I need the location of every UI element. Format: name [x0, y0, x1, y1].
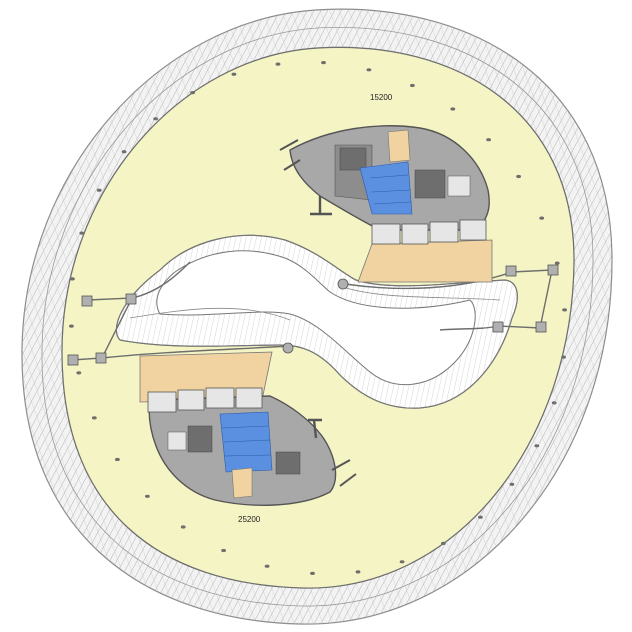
column-marker	[509, 482, 515, 486]
column-marker	[91, 416, 97, 420]
column-marker	[441, 541, 446, 546]
column-marker	[539, 216, 545, 220]
column-marker	[321, 61, 326, 65]
column-marker	[264, 564, 270, 568]
column-markers	[69, 61, 567, 576]
column-marker	[516, 174, 521, 179]
column-marker	[76, 371, 82, 375]
column-marker	[355, 570, 361, 574]
column-marker	[221, 548, 227, 553]
column-marker	[561, 355, 566, 359]
dimension-label-bottom: 25200	[238, 515, 261, 524]
central-atrium	[115, 234, 518, 409]
column-marker	[190, 91, 196, 95]
column-marker	[79, 231, 85, 235]
dimension-label-top: 15200	[370, 93, 393, 102]
column-marker	[180, 525, 186, 529]
column-marker	[486, 138, 491, 142]
core-upper-right	[279, 125, 493, 283]
column-marker	[478, 515, 483, 519]
core-lower-left	[139, 351, 357, 506]
atrium-bridges	[71, 261, 553, 361]
column-marker	[275, 62, 281, 66]
column-marker	[231, 72, 237, 76]
column-marker	[366, 68, 372, 72]
column-marker	[145, 494, 150, 498]
column-marker	[399, 560, 405, 564]
column-marker	[96, 188, 102, 192]
core-rooms-lower	[147, 387, 263, 413]
column-marker	[450, 107, 456, 111]
column-marker	[562, 308, 567, 312]
wet-area-upper	[359, 161, 413, 215]
column-marker	[534, 444, 540, 448]
column-marker	[310, 571, 315, 576]
bridge-nodes	[67, 264, 559, 366]
core-rooms-upper	[371, 219, 487, 245]
column-marker	[115, 457, 120, 462]
tan-zone-upper	[357, 239, 493, 283]
column-marker	[121, 150, 127, 154]
column-marker	[70, 277, 75, 281]
column-marker	[69, 324, 74, 328]
column-marker	[554, 261, 560, 265]
column-marker	[410, 83, 415, 88]
column-marker	[551, 401, 557, 405]
column-marker	[153, 117, 159, 121]
wet-area-lower	[219, 411, 273, 473]
atrium-opening	[156, 250, 476, 386]
